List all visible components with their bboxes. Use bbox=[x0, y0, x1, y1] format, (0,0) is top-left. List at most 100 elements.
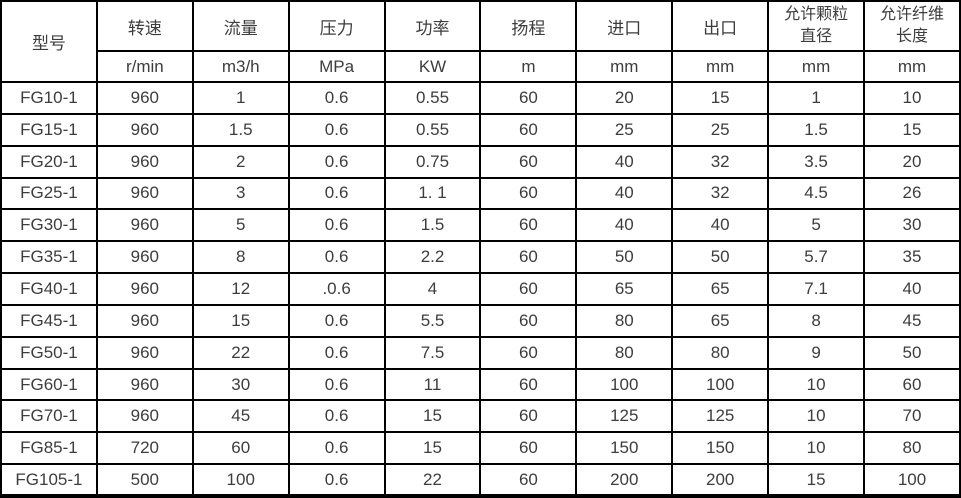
cell-pressure: 0.6 bbox=[287, 303, 386, 338]
cell-power: 15 bbox=[383, 431, 482, 466]
cell-model: FG60-1 bbox=[0, 367, 98, 402]
cell-particle-diameter: 10 bbox=[767, 399, 866, 434]
cell-particle-diameter: 9 bbox=[767, 335, 866, 370]
cell-speed: 960 bbox=[95, 208, 194, 243]
cell-flow: 15 bbox=[191, 303, 290, 338]
cell-head: 60 bbox=[479, 272, 578, 306]
cell-speed: 960 bbox=[95, 399, 194, 434]
header-particle-line1: 允许颗粒 bbox=[784, 6, 849, 24]
cell-outlet: 32 bbox=[671, 176, 770, 211]
cell-outlet: 80 bbox=[671, 335, 770, 370]
header-row-titles: 型号 转速 流量 压力 功率 扬程 进口 出口 允许颗粒 直径 允许纤维 长度 bbox=[0, 0, 961, 83]
header-cell-fiber-length: 允许纤维 长度 bbox=[863, 0, 961, 52]
cell-fiber-length: 80 bbox=[863, 431, 961, 466]
cell-model: FG25-1 bbox=[0, 176, 98, 211]
header-cell-inlet: 进口 bbox=[575, 0, 674, 52]
cell-fiber-length: 10 bbox=[863, 81, 961, 115]
cell-speed: 960 bbox=[95, 240, 194, 275]
cell-power: 0.55 bbox=[383, 81, 482, 115]
cell-speed: 960 bbox=[95, 144, 194, 179]
cell-model: FG35-1 bbox=[0, 240, 98, 275]
cell-flow: 1 bbox=[191, 81, 290, 115]
header-cell-head: 扬程 bbox=[479, 0, 578, 52]
table-row-fg70-1: FG70-1 960 45 0.6 15 60 125 125 10 70 bbox=[0, 399, 961, 434]
table-row-fg30-1: FG30-1 960 5 0.6 1.5 60 40 40 5 30 bbox=[0, 208, 961, 243]
cell-power: 7.5 bbox=[383, 335, 482, 370]
cell-inlet: 150 bbox=[575, 431, 674, 466]
cell-pressure: 0.6 bbox=[287, 335, 386, 370]
cell-model: FG40-1 bbox=[0, 272, 98, 306]
header-row-units: r/min m3/h MPa KW m mm mm mm mm bbox=[1, 50, 961, 83]
cell-particle-diameter: 8 bbox=[767, 303, 866, 338]
unit-cell-inlet: mm bbox=[575, 50, 674, 83]
header-cell-speed: 转速 bbox=[95, 0, 194, 52]
cell-head: 60 bbox=[479, 144, 578, 179]
cell-fiber-length: 50 bbox=[863, 335, 961, 370]
cell-head: 60 bbox=[479, 112, 578, 147]
cell-pressure: 0.6 bbox=[287, 81, 386, 115]
cell-inlet: 40 bbox=[575, 208, 674, 243]
cell-model: FG30-1 bbox=[0, 208, 98, 243]
cell-speed: 960 bbox=[95, 303, 194, 338]
cell-power: 5.5 bbox=[383, 303, 482, 338]
cell-inlet: 25 bbox=[575, 112, 674, 147]
cell-outlet: 25 bbox=[671, 112, 770, 147]
cell-speed: 960 bbox=[95, 176, 194, 211]
cell-power: 2.2 bbox=[383, 240, 482, 275]
cell-outlet: 65 bbox=[671, 303, 770, 338]
cell-power: 0.75 bbox=[383, 144, 482, 179]
cell-head: 60 bbox=[479, 240, 578, 275]
unit-cell-speed: r/min bbox=[95, 50, 194, 83]
table-row-fg10-1: FG10-1 960 1 0.6 0.55 60 20 15 1 10 bbox=[0, 81, 961, 115]
header-cell-flow: 流量 bbox=[191, 0, 290, 52]
cell-flow: 22 bbox=[191, 335, 290, 370]
cell-model: FG10-1 bbox=[0, 81, 98, 115]
cell-flow: 30 bbox=[191, 367, 290, 402]
cell-head: 60 bbox=[479, 399, 578, 434]
cell-flow: 3 bbox=[191, 176, 290, 211]
header-cell-model: 型号 bbox=[0, 0, 98, 83]
cell-fiber-length: 15 bbox=[863, 112, 961, 147]
cell-particle-diameter: 15 bbox=[767, 463, 866, 497]
table-row-fg60-1: FG60-1 960 30 0.6 11 60 100 100 10 60 bbox=[0, 367, 961, 402]
table-row-fg35-1: FG35-1 960 8 0.6 2.2 60 50 50 5.7 35 bbox=[0, 240, 961, 275]
cell-inlet: 40 bbox=[575, 176, 674, 211]
cell-fiber-length: 26 bbox=[863, 176, 961, 211]
table-row-fg105-1: FG105-1 500 100 0.6 22 60 200 200 15 100 bbox=[0, 463, 961, 497]
cell-flow: 45 bbox=[191, 399, 290, 434]
cell-pressure: 0.6 bbox=[287, 144, 386, 179]
cell-particle-diameter: 7.1 bbox=[767, 272, 866, 306]
cell-power: 1. 1 bbox=[383, 176, 482, 211]
cell-power: 15 bbox=[383, 399, 482, 434]
table-row-fg15-1: FG15-1 960 1.5 0.6 0.55 60 25 25 1.5 15 bbox=[0, 112, 961, 147]
cell-power: 1.5 bbox=[383, 208, 482, 243]
cell-head: 60 bbox=[479, 335, 578, 370]
unit-cell-particle-diameter: mm bbox=[767, 50, 866, 83]
cell-flow: 2 bbox=[191, 144, 290, 179]
table-row-fg40-1: FG40-1 960 12 .0.6 4 60 65 65 7.1 40 bbox=[0, 272, 961, 306]
cell-pressure: 0.6 bbox=[287, 463, 386, 497]
header-fiber-line2: 长度 bbox=[896, 28, 929, 45]
cell-pressure: 0.6 bbox=[287, 367, 386, 402]
cell-flow: 60 bbox=[191, 431, 290, 466]
cell-inlet: 20 bbox=[575, 81, 674, 115]
cell-fiber-length: 100 bbox=[863, 463, 961, 497]
table-row-fg45-1: FG45-1 960 15 0.6 5.5 60 80 65 8 45 bbox=[0, 303, 961, 338]
table-row-fg85-1: FG85-1 720 60 0.6 15 60 150 150 10 80 bbox=[0, 431, 961, 466]
cell-outlet: 40 bbox=[671, 208, 770, 243]
cell-flow: 12 bbox=[191, 272, 290, 306]
cell-flow: 1.5 bbox=[191, 112, 290, 147]
header-fiber-line1: 允许纤维 bbox=[880, 6, 945, 24]
cell-speed: 960 bbox=[95, 367, 194, 402]
cell-particle-diameter: 3.5 bbox=[767, 144, 866, 179]
cell-fiber-length: 20 bbox=[863, 144, 961, 179]
cell-model: FG70-1 bbox=[0, 399, 98, 434]
table-row-fg25-1: FG25-1 960 3 0.6 1. 1 60 40 32 4.5 26 bbox=[0, 176, 961, 211]
header-cell-particle-diameter: 允许颗粒 直径 bbox=[767, 0, 866, 52]
cell-particle-diameter: 5 bbox=[767, 208, 866, 243]
cell-model: FG85-1 bbox=[0, 431, 98, 466]
cell-inlet: 200 bbox=[575, 463, 674, 497]
cell-head: 60 bbox=[479, 463, 578, 497]
cell-outlet: 15 bbox=[671, 81, 770, 115]
